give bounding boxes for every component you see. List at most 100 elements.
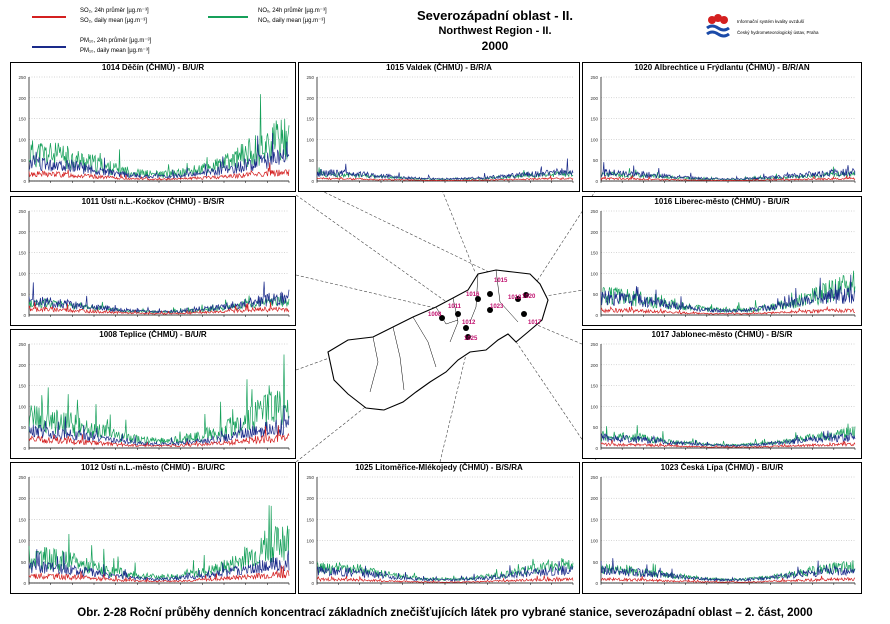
chart-panel-1020: 1020 Albrechtice u Frýdlantu (ČHMÚ) - B/…	[582, 62, 862, 192]
y-tick-label: 200	[18, 96, 26, 101]
y-tick-label: 100	[590, 539, 598, 544]
series-line-so2	[600, 174, 856, 182]
y-tick-label: 100	[590, 137, 598, 142]
series-line-so2	[600, 439, 856, 448]
series-line-so2	[316, 175, 574, 182]
y-tick-label: 250	[18, 209, 26, 214]
y-tick-label: 150	[306, 517, 314, 522]
y-tick-label: 250	[18, 75, 26, 80]
y-tick-label: 250	[306, 75, 314, 80]
figure-caption: Obr. 2-28 Roční průběhy denních koncentr…	[77, 607, 813, 619]
series-line-pm10	[28, 132, 290, 180]
series-line-pm10	[600, 162, 856, 181]
chart-panel-1014: 1014 Děčín (ČHMÚ) - B/U/R 0 50 100 150 200 25…	[10, 62, 296, 192]
logo-line2: Český hydrometeorologický ústav, Praha	[737, 30, 819, 35]
legend-swatch-nox	[208, 16, 248, 18]
axes	[316, 77, 573, 182]
legend-so2-en: SO₂, daily mean [µg.m⁻³]	[80, 18, 147, 24]
y-tick-label: 100	[18, 539, 26, 544]
y-tick-label: 250	[590, 75, 598, 80]
y-tick-label: 250	[18, 342, 26, 347]
series-line-pm10	[28, 405, 290, 447]
y-tick-label: 0	[23, 313, 26, 318]
y-tick-label: 50	[21, 425, 27, 430]
y-tick-label: 150	[590, 117, 598, 122]
y-tick-label: 150	[18, 251, 26, 256]
y-tick-label: 150	[590, 517, 598, 522]
y-tick-label: 0	[595, 179, 598, 184]
legend-pm10-cz: PM₁₀, 24h průměr [µg.m⁻³]	[80, 38, 152, 44]
chart-plot-1015: 0 50 100 150 200 250	[306, 75, 574, 184]
y-tick-label: 150	[18, 384, 26, 389]
chart-title-1017: 1017 Jablonec-město (ČHMÚ) - B/S/R	[651, 330, 793, 339]
series-line-nox	[316, 558, 574, 582]
y-tick-label: 100	[18, 404, 26, 409]
y-tick-label: 250	[590, 475, 598, 480]
chart-title-1016: 1016 Liberec-město (ČHMÚ) - B/U/R	[654, 197, 790, 206]
series-line-pm10	[600, 274, 856, 314]
chart-plot-1012: 0 50 100 150 200 250	[18, 475, 290, 586]
map-label-1015: 1015	[494, 278, 508, 284]
axes	[600, 477, 855, 584]
y-tick-label: 50	[593, 560, 599, 565]
chart-plot-1008: 0 50 100 150 200 250	[18, 342, 290, 451]
chart-plot-1023: 0 50 100 150 200 250	[590, 475, 856, 586]
map-label-1011: 1011	[448, 304, 462, 310]
y-tick-label: 200	[18, 496, 26, 501]
chart-plot-1025: 0 50 100 150 200 250	[306, 475, 574, 586]
logo-line1: Informační systém kvality ovzduší	[737, 19, 805, 24]
legend-nox-en: NOₓ, daily mean [µg.m⁻³]	[258, 18, 325, 24]
series-line-pm10	[316, 158, 574, 181]
y-tick-label: 200	[18, 230, 26, 235]
region-map: 1015 1016 1011 1008 1012 1023 1018 1020 …	[327, 269, 549, 411]
y-tick-label: 150	[306, 117, 314, 122]
map-label-1017: 1017	[528, 320, 542, 326]
map-label-1023: 1023	[490, 304, 504, 310]
series-line-pm10	[600, 430, 856, 447]
y-tick-label: 50	[593, 292, 599, 297]
chart-title-1025: 1025 Litoměřice-Mlékojedy (ČHMÚ) - B/S/R…	[355, 463, 523, 472]
chart-panel-1008: 1008 Teplice (ČHMÚ) - B/U/R 0 50 100 150 200…	[10, 329, 296, 459]
y-tick-label: 150	[18, 517, 26, 522]
legend-nox-cz: NOₓ, 24h průměr [µg.m⁻³]	[258, 8, 327, 14]
chart-title-1020: 1020 Albrechtice u Frýdlantu (ČHMÚ) - B/…	[634, 63, 810, 72]
y-tick-label: 0	[23, 179, 26, 184]
y-tick-label: 100	[590, 271, 598, 276]
series-line-so2	[600, 575, 856, 583]
y-tick-label: 50	[21, 292, 27, 297]
y-tick-label: 150	[18, 117, 26, 122]
y-tick-label: 0	[595, 446, 598, 451]
y-tick-label: 150	[590, 251, 598, 256]
y-tick-label: 200	[590, 363, 598, 368]
y-tick-label: 50	[593, 425, 599, 430]
y-tick-label: 150	[590, 384, 598, 389]
chart-panel-1017: 1017 Jablonec-město (ČHMÚ) - B/S/R 0 50 10…	[582, 329, 862, 459]
y-tick-label: 50	[593, 158, 599, 163]
chart-title-1014: 1014 Děčín (ČHMÚ) - B/U/R	[101, 63, 205, 72]
y-tick-label: 200	[590, 496, 598, 501]
y-tick-label: 50	[309, 560, 315, 565]
chart-title-1012: 1012 Ústí n.L.-město (ČHMÚ) - B/U/RC	[80, 463, 225, 472]
series-line-pm10	[316, 561, 574, 582]
y-tick-label: 250	[18, 475, 26, 480]
legend-swatch-pm10	[32, 46, 66, 48]
y-tick-label: 50	[309, 158, 315, 163]
y-tick-label: 100	[18, 137, 26, 142]
series-line-so2	[28, 301, 290, 315]
title-en: Northwest Region - II.	[438, 25, 552, 37]
series-line-pm10	[600, 558, 856, 582]
series-line-nox	[600, 560, 856, 582]
chart-plot-1011: 0 50 100 150 200 250	[18, 209, 290, 318]
series-line-nox	[28, 505, 290, 581]
y-tick-label: 0	[23, 446, 26, 451]
y-tick-label: 0	[311, 581, 314, 586]
figure-title: Severozápadní oblast - II. Northwest Reg…	[390, 8, 600, 54]
series-line-so2	[28, 425, 290, 448]
map-label-1016: 1016	[466, 292, 480, 298]
chart-title-1008: 1008 Teplice (ČHMÚ) - B/U/R	[99, 330, 207, 339]
y-tick-label: 0	[595, 313, 598, 318]
series-line-nox	[28, 354, 290, 445]
y-tick-label: 0	[23, 581, 26, 586]
chart-panel-1012: 1012 Ústí n.L.-město (ČHMÚ) - B/U/RC 0 50…	[10, 462, 296, 594]
chart-panel-1025: 1025 Litoměřice-Mlékojedy (ČHMÚ) - B/S/R…	[298, 462, 580, 594]
